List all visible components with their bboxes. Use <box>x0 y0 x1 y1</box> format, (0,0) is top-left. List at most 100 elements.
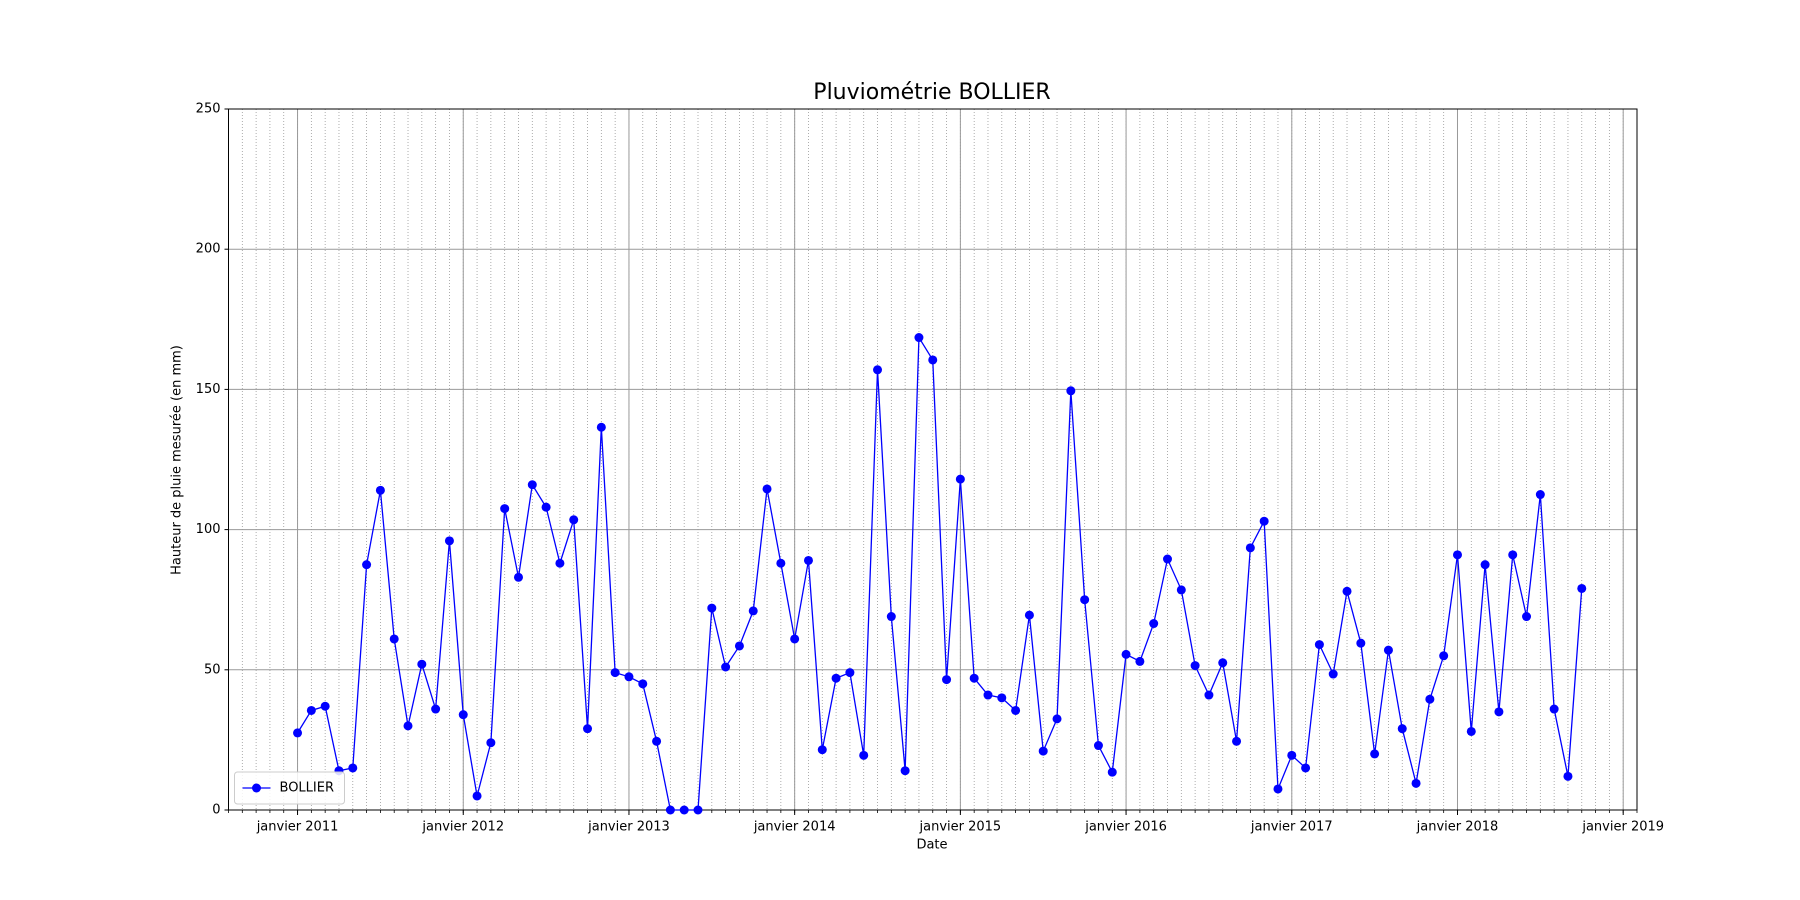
point <box>1508 550 1518 560</box>
point <box>721 662 731 672</box>
point <box>444 536 454 546</box>
x-tick-label: janvier 2016 <box>1084 820 1167 835</box>
x-axis-label: Date <box>916 838 947 853</box>
point <box>1411 778 1421 788</box>
y-tick-label: 50 <box>204 662 221 677</box>
point <box>610 668 620 678</box>
point <box>320 701 330 711</box>
point <box>1549 704 1559 714</box>
point <box>362 560 372 570</box>
y-axis-label: Hauteur de pluie mesurée (en mm) <box>170 345 185 575</box>
point <box>1163 554 1172 564</box>
point <box>486 738 496 748</box>
point <box>1066 386 1076 396</box>
x-tick-label: janvier 2015 <box>919 820 1002 835</box>
point <box>513 572 523 582</box>
point <box>1439 651 1449 661</box>
point <box>803 555 813 565</box>
point <box>1218 658 1228 668</box>
point <box>1204 690 1214 700</box>
point <box>1176 585 1186 595</box>
point <box>555 558 565 568</box>
point <box>1135 656 1145 666</box>
x-tick-label: janvier 2017 <box>1250 820 1333 835</box>
point <box>928 355 938 365</box>
point <box>431 704 441 714</box>
point <box>914 333 924 343</box>
point <box>886 612 896 622</box>
point <box>665 805 675 815</box>
point <box>1328 669 1338 679</box>
line <box>296 335 1583 811</box>
point <box>1107 767 1117 777</box>
point <box>859 750 869 760</box>
point <box>569 515 579 525</box>
point <box>638 679 648 689</box>
point <box>997 693 1007 703</box>
point <box>983 690 993 700</box>
point <box>472 791 482 801</box>
point <box>1301 763 1311 773</box>
legend-marker <box>252 783 261 793</box>
point <box>734 641 744 651</box>
point <box>1190 661 1200 671</box>
point <box>1011 705 1021 715</box>
x-tick-label: janvier 2014 <box>753 820 836 835</box>
point <box>831 673 841 683</box>
point <box>748 606 758 616</box>
point <box>1494 707 1504 717</box>
point <box>942 675 952 685</box>
point <box>306 705 316 715</box>
point <box>817 745 827 755</box>
y-tick-label: 250 <box>196 102 221 117</box>
point <box>1577 583 1587 593</box>
point <box>293 728 303 738</box>
point <box>1397 724 1407 734</box>
x-tick-label: janvier 2011 <box>256 820 339 835</box>
point <box>1563 771 1573 781</box>
point <box>500 504 510 514</box>
point <box>1080 595 1090 605</box>
point <box>969 673 979 683</box>
point <box>527 480 537 490</box>
point <box>1093 741 1103 751</box>
y-tick-label: 150 <box>196 382 221 397</box>
point <box>955 474 965 484</box>
point <box>596 422 606 432</box>
point <box>845 668 855 678</box>
x-tick-label: janvier 2018 <box>1416 820 1499 835</box>
point <box>1287 750 1297 760</box>
point <box>1232 736 1242 746</box>
point <box>1259 516 1269 526</box>
point <box>541 502 551 512</box>
point <box>403 721 413 731</box>
point <box>679 805 689 815</box>
point <box>1466 726 1476 736</box>
point <box>1038 746 1048 756</box>
legend-label: BOLLIER <box>280 781 335 796</box>
point <box>583 724 593 734</box>
point <box>1425 694 1435 704</box>
x-tick-label: janvier 2013 <box>587 820 670 835</box>
point <box>693 805 703 815</box>
point <box>624 672 634 682</box>
point <box>1383 645 1393 655</box>
x-tick-label: janvier 2019 <box>1581 820 1664 835</box>
point <box>1356 638 1366 648</box>
point <box>348 763 358 773</box>
point <box>1052 714 1062 724</box>
legend-box <box>234 771 345 805</box>
chart-title: Pluviométrie BOLLIER <box>813 80 1050 105</box>
point <box>1149 619 1159 629</box>
point <box>762 484 772 494</box>
point <box>417 659 427 669</box>
point <box>1370 749 1380 759</box>
point <box>873 365 883 375</box>
point <box>1452 550 1462 560</box>
point <box>1273 784 1283 794</box>
point <box>1535 490 1545 500</box>
point <box>652 736 662 746</box>
point <box>1024 610 1034 620</box>
y-tick-label: 0 <box>212 803 220 818</box>
